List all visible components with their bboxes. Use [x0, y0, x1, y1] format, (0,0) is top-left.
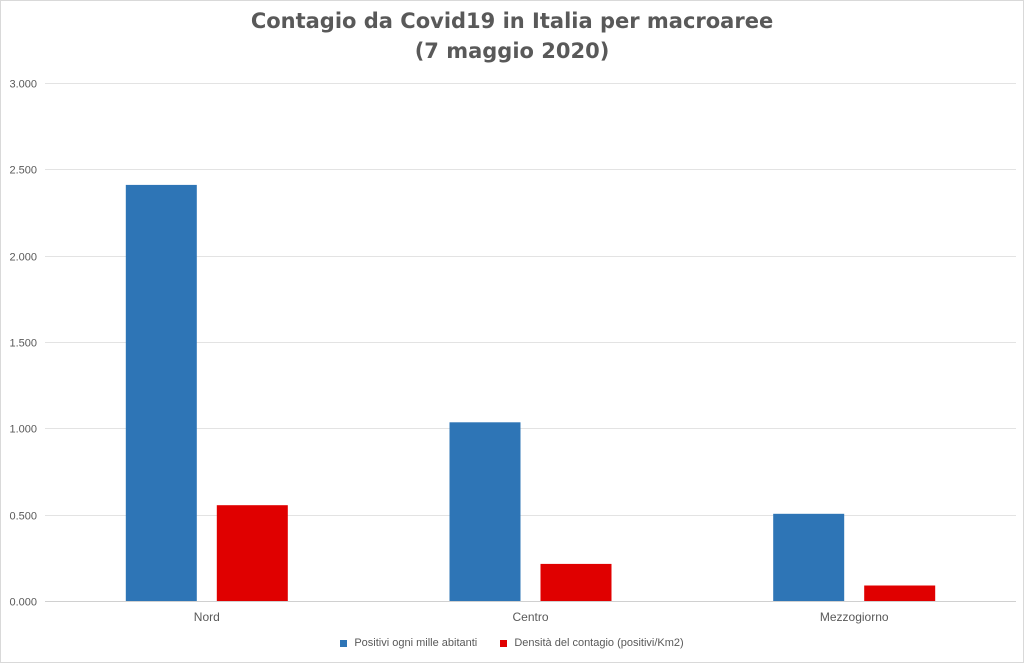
x-axis-category-labels: Nord Centro Mezzogiorno: [194, 610, 889, 624]
bar-centro-series-2: [540, 563, 612, 601]
legend-item-densita: Densità del contagio (positivi/Km2): [500, 637, 684, 650]
legend-swatch-positivi: [340, 639, 348, 647]
y-tick-label: 3.000: [9, 79, 37, 91]
legend-label-densita: Densità del contagio (positivi/Km2): [514, 637, 684, 650]
chart-title-line-2: (7 maggio 2020): [414, 39, 610, 63]
bar-centro-series-1: [449, 422, 521, 601]
y-tick-label: 1.000: [9, 424, 37, 436]
chart-title-line-1: Contagio da Covid19 in Italia per macroa…: [250, 9, 774, 33]
y-tick-label: 2.000: [9, 252, 37, 264]
legend: Positivi ogni mille abitanti Densità del…: [0, 637, 1024, 649]
bar-nord-series-1: [125, 184, 197, 601]
legend-label-positivi: Positivi ogni mille abitanti: [354, 637, 478, 650]
x-category-label-centro: Centro: [512, 610, 548, 624]
bar-nord-series-2: [216, 505, 288, 601]
gridlines: [45, 83, 1016, 602]
bar-mezzogiorno-series-1: [773, 513, 845, 601]
chart-title: Contagio da Covid19 in Italia per macroa…: [0, 6, 1024, 66]
legend-item-positivi: Positivi ogni mille abitanti: [340, 637, 477, 649]
bars: [125, 184, 936, 601]
y-tick-label: 2.500: [9, 165, 37, 177]
y-tick-label: 0.500: [9, 511, 37, 523]
y-axis-tick-labels: 0.000 0.500 1.000 1.500 2.000 2.500 3.000: [9, 79, 37, 609]
legend-swatch-densita: [500, 639, 508, 647]
x-category-label-mezzogiorno: Mezzogiorno: [820, 610, 889, 624]
y-tick-label: 1.500: [9, 338, 37, 350]
bar-mezzogiorno-series-2: [864, 585, 936, 601]
x-category-label-nord: Nord: [194, 610, 220, 624]
y-tick-label: 0.000: [9, 597, 37, 609]
